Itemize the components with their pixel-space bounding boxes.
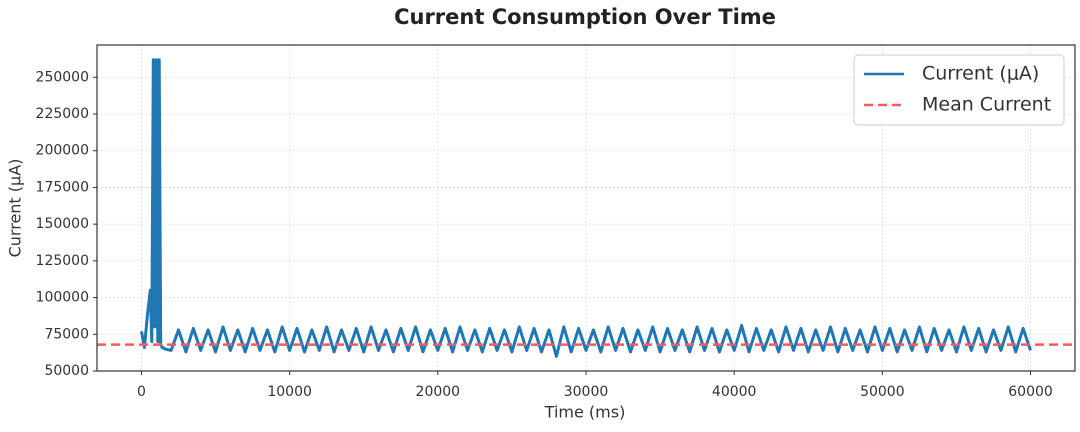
y-tick-label: 225000 <box>36 106 89 122</box>
x-tick-label: 0 <box>137 384 146 400</box>
data-line <box>140 58 1032 358</box>
x-tick-label: 40000 <box>712 384 757 400</box>
legend-label: Mean Current <box>922 94 1051 116</box>
y-tick-label: 200000 <box>36 143 89 159</box>
x-tick-label: 30000 <box>564 384 609 400</box>
x-tick-label: 10000 <box>267 384 312 400</box>
y-tick-label: 100000 <box>36 290 89 306</box>
y-tick-label: 50000 <box>44 363 89 379</box>
x-tick-label: 50000 <box>860 384 905 400</box>
legend-box <box>853 54 1065 126</box>
y-tick-label: 125000 <box>36 253 89 269</box>
x-tick-label: 20000 <box>416 384 461 400</box>
chart-title: Current Consumption Over Time <box>394 5 776 29</box>
legend-label: Current (μA) <box>922 63 1039 85</box>
x-tick-label: 60000 <box>1008 384 1053 400</box>
y-tick-label: 150000 <box>36 216 89 232</box>
y-tick-label: 175000 <box>36 179 89 195</box>
plot-frame <box>96 44 1076 372</box>
y-tick-label: 75000 <box>44 326 89 342</box>
y-tick-label: 250000 <box>36 69 89 85</box>
y-axis-label: Current (μA) <box>6 159 25 258</box>
x-axis-label: Time (ms) <box>544 403 626 422</box>
